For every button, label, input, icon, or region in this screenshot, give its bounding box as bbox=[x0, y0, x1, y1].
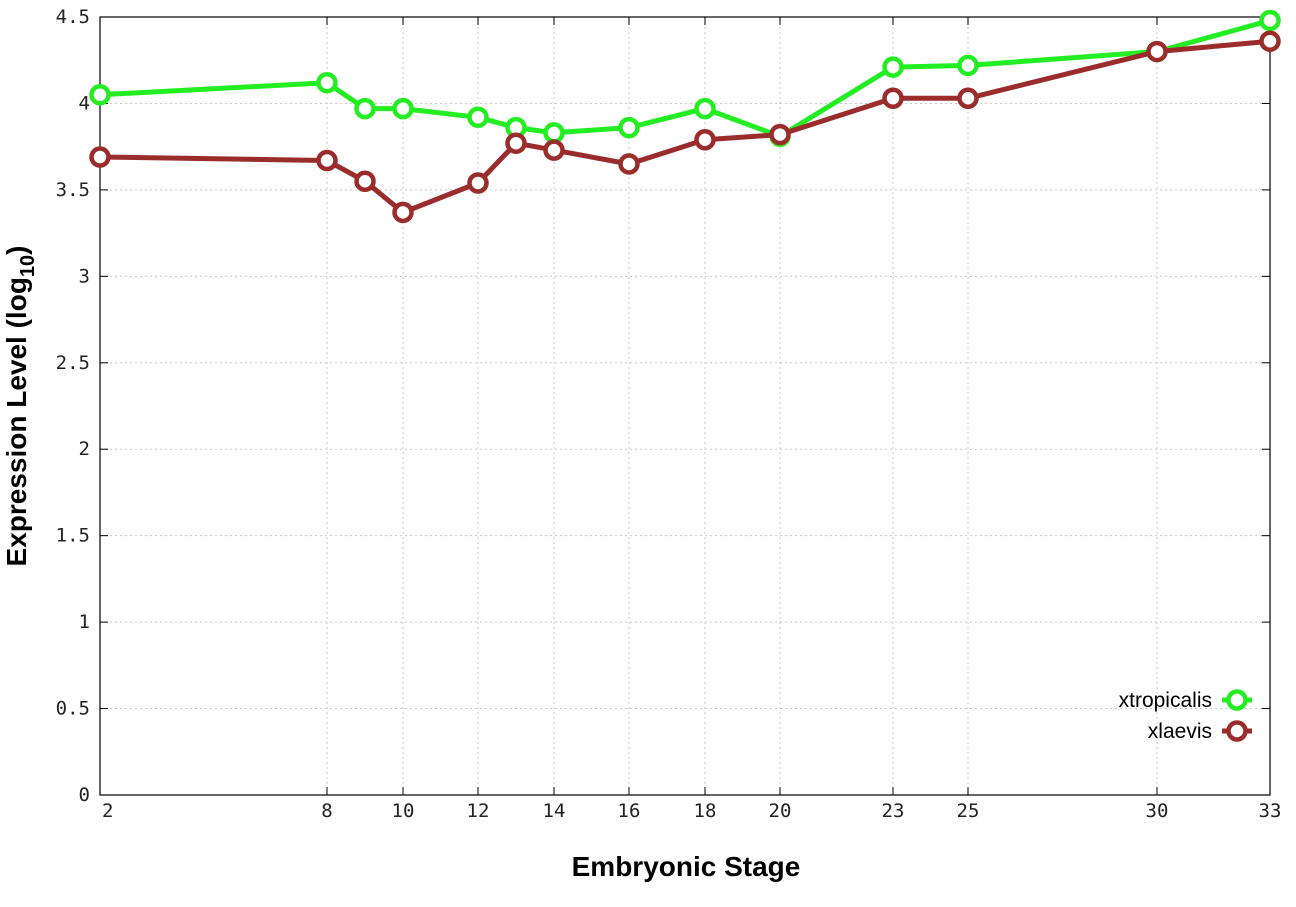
data-point-xlaevis bbox=[957, 87, 979, 110]
y-tick-label: 0 bbox=[79, 784, 90, 806]
plot-frame bbox=[99, 16, 1271, 796]
data-point-xlaevis bbox=[354, 170, 376, 192]
y-tick-label: 1.5 bbox=[56, 525, 90, 547]
data-point-xlaevis bbox=[543, 139, 565, 161]
x-tick-label: 25 bbox=[957, 800, 980, 822]
y-tick-label: 3 bbox=[79, 265, 90, 287]
y-tick-label: 4.5 bbox=[56, 6, 90, 28]
data-point-xtropicalis bbox=[316, 71, 338, 94]
y-axis-title-sub: 10 bbox=[17, 255, 39, 277]
ticks-layer: 0 0.5 1 1.5 2 2.5 3 3.5 4 4.5 2 8 10 12 14 16 18 20 23 25 30… bbox=[56, 6, 1282, 822]
data-point-xtropicalis bbox=[694, 97, 716, 120]
y-tick-label: 2 bbox=[79, 438, 90, 460]
x-tick-label: 18 bbox=[694, 800, 717, 822]
x-tick-label: 8 bbox=[321, 800, 332, 822]
data-point-xlaevis bbox=[392, 201, 414, 224]
data-point-xtropicalis bbox=[618, 116, 640, 139]
series-line-xtropicalis bbox=[99, 18, 1271, 139]
x-tick-label: 16 bbox=[618, 800, 641, 822]
data-point-xlaevis bbox=[769, 123, 791, 146]
series-xtropicalis bbox=[89, 9, 1281, 148]
x-tick-label: 10 bbox=[392, 800, 415, 822]
x-tick-label: 20 bbox=[769, 800, 792, 822]
data-point-xlaevis bbox=[618, 153, 640, 175]
data-point-xtropicalis bbox=[89, 84, 111, 106]
y-tick-label: 3.5 bbox=[56, 179, 90, 201]
y-tick-label: 1 bbox=[79, 611, 90, 633]
series-layer bbox=[89, 9, 1281, 224]
data-point-xtropicalis bbox=[957, 54, 979, 77]
series-line-xlaevis bbox=[99, 38, 1271, 215]
x-tick-label: 14 bbox=[543, 800, 566, 822]
y-axis-title-main: Expression Level (log bbox=[1, 277, 32, 566]
y-axis-title-close: ) bbox=[1, 246, 32, 255]
data-point-xlaevis bbox=[882, 87, 904, 110]
data-point-xtropicalis bbox=[1259, 9, 1281, 32]
legend-label-xtropicalis: xtropicalis bbox=[1119, 689, 1212, 712]
x-tick-label: 33 bbox=[1259, 800, 1282, 822]
data-point-xlaevis bbox=[505, 132, 527, 154]
data-point-xlaevis bbox=[1146, 40, 1168, 63]
legend-swatch-marker-xtropicalis bbox=[1226, 689, 1248, 711]
y-axis-title: Expression Level (log10) bbox=[1, 246, 39, 567]
data-point-xtropicalis bbox=[392, 97, 414, 120]
grid-layer bbox=[100, 17, 1270, 795]
x-axis-title: Embryonic Stage bbox=[572, 851, 801, 882]
y-tick-label: 2.5 bbox=[56, 352, 90, 374]
legend: xtropicalis xlaevis bbox=[1119, 689, 1252, 743]
y-tick-label: 4 bbox=[79, 92, 90, 114]
legend-label-xlaevis: xlaevis bbox=[1148, 720, 1212, 743]
y-tick-label: 0.5 bbox=[56, 698, 90, 720]
x-tick-label: 30 bbox=[1146, 800, 1169, 822]
data-point-xlaevis bbox=[1259, 30, 1281, 52]
x-tick-label: 2 bbox=[102, 800, 113, 822]
legend-swatch-marker-xlaevis bbox=[1226, 720, 1248, 742]
data-point-xtropicalis bbox=[467, 106, 489, 129]
data-point-xtropicalis bbox=[543, 122, 565, 144]
data-point-xlaevis bbox=[694, 129, 716, 151]
series-xlaevis bbox=[89, 30, 1281, 224]
data-point-xtropicalis bbox=[882, 56, 904, 78]
data-point-xlaevis bbox=[467, 172, 489, 194]
x-tick-label: 12 bbox=[467, 800, 490, 822]
data-point-xlaevis bbox=[89, 146, 111, 168]
x-tick-label: 23 bbox=[882, 800, 905, 822]
data-point-xtropicalis bbox=[354, 97, 376, 120]
data-point-xlaevis bbox=[316, 149, 338, 172]
